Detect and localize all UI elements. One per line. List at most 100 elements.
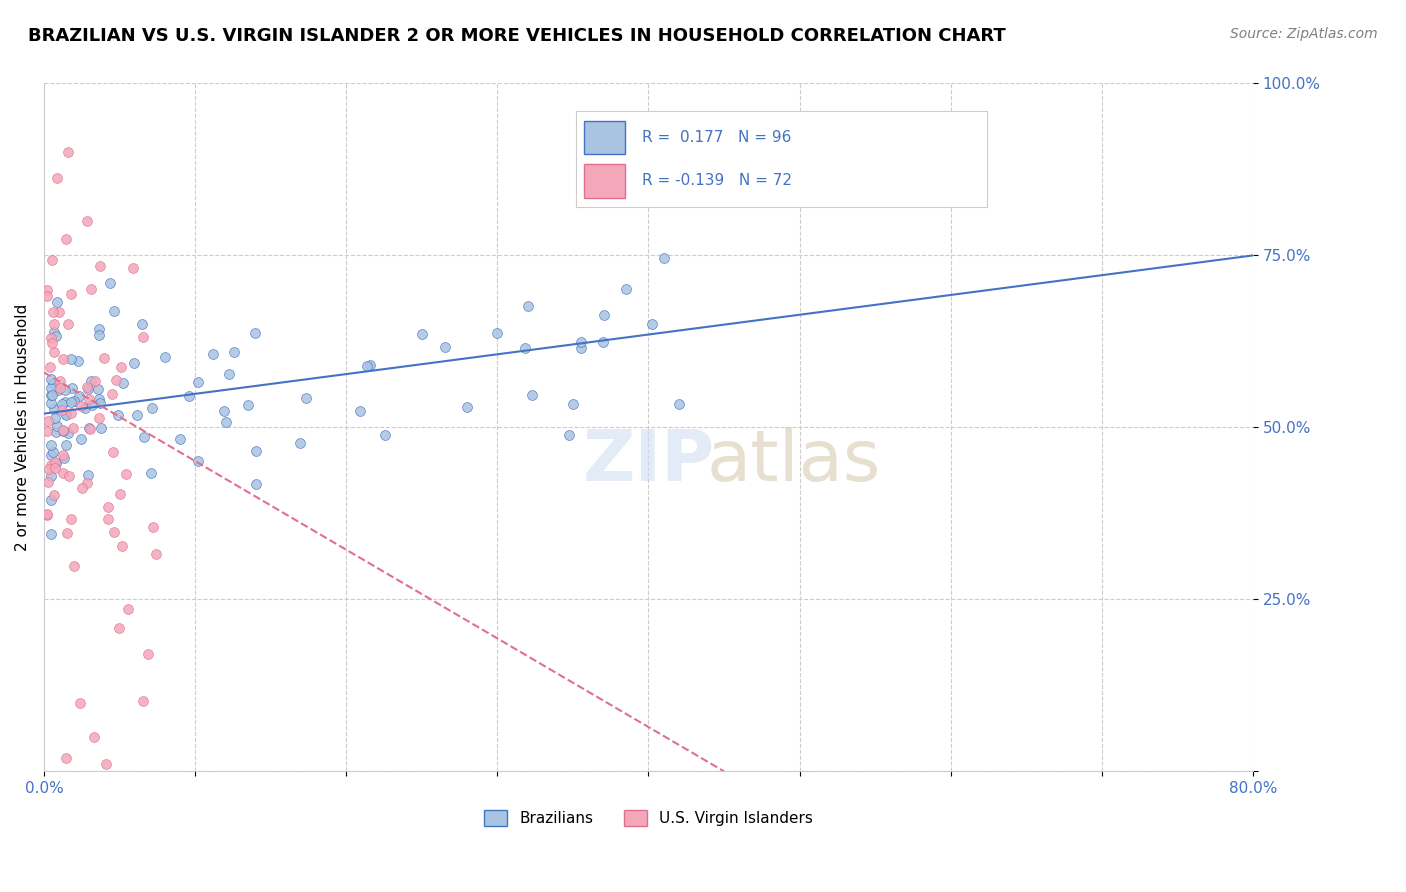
Point — [131, 317, 153, 331]
Point — [42, 488, 65, 502]
Point — [236, 398, 259, 412]
Point — [101, 445, 124, 459]
Point — [60, 406, 83, 420]
Text: ZIP: ZIP — [582, 427, 714, 496]
Point — [35, 283, 58, 297]
Point — [56, 526, 79, 541]
Point — [411, 326, 433, 341]
Point — [41, 448, 63, 462]
Point — [70, 481, 93, 495]
Point — [245, 476, 267, 491]
Point — [89, 259, 111, 273]
Point — [44, 402, 66, 417]
Point — [218, 367, 240, 381]
Point — [55, 407, 77, 421]
Point — [76, 214, 98, 228]
Point — [52, 466, 75, 480]
Point — [39, 359, 62, 374]
Point — [75, 401, 97, 415]
Point — [41, 253, 63, 268]
Point — [41, 381, 63, 395]
Point — [51, 397, 73, 411]
Point — [97, 500, 120, 514]
Point — [89, 395, 111, 409]
Point — [76, 476, 98, 491]
Point — [37, 424, 59, 438]
Point — [41, 305, 63, 319]
Point — [142, 520, 165, 534]
Point — [80, 283, 103, 297]
Point — [107, 409, 129, 423]
Point — [41, 388, 63, 402]
Point — [41, 468, 63, 483]
Point — [349, 403, 371, 417]
Text: Source: ZipAtlas.com: Source: ZipAtlas.com — [1230, 27, 1378, 41]
Point — [48, 374, 70, 388]
Point — [69, 696, 91, 710]
Point — [187, 376, 209, 390]
Point — [76, 380, 98, 394]
Point — [62, 421, 84, 435]
Point — [177, 388, 200, 402]
Point — [138, 647, 160, 661]
Point — [60, 381, 83, 395]
Point — [224, 345, 246, 359]
Text: BRAZILIAN VS U.S. VIRGIN ISLANDER 2 OR MORE VEHICLES IN HOUSEHOLD CORRELATION CH: BRAZILIAN VS U.S. VIRGIN ISLANDER 2 OR M… — [28, 27, 1005, 45]
Point — [592, 334, 614, 349]
Point — [516, 299, 538, 313]
Point — [45, 329, 67, 343]
Point — [169, 432, 191, 446]
Point — [52, 423, 75, 437]
Point — [112, 376, 135, 391]
Point — [202, 347, 225, 361]
Point — [45, 456, 67, 470]
Point — [39, 458, 62, 472]
Point — [67, 389, 90, 403]
Point — [58, 468, 80, 483]
Point — [41, 388, 63, 402]
Point — [561, 397, 583, 411]
Point — [295, 392, 318, 406]
Point — [52, 424, 75, 438]
Point — [60, 351, 83, 366]
Point — [55, 438, 77, 452]
Point — [44, 460, 66, 475]
Point — [62, 393, 84, 408]
Point — [46, 294, 69, 309]
Point — [108, 621, 131, 635]
Point — [139, 466, 162, 480]
Point — [44, 317, 66, 331]
Point — [83, 730, 105, 744]
Point — [245, 444, 267, 458]
Point — [59, 512, 82, 526]
Point — [56, 426, 79, 441]
Point — [41, 492, 63, 507]
Point — [132, 329, 155, 343]
Point — [243, 326, 266, 340]
Point — [67, 354, 90, 368]
Point — [51, 402, 73, 417]
Point — [80, 374, 103, 388]
Point — [356, 359, 378, 373]
Point — [96, 757, 118, 772]
Point — [114, 467, 136, 482]
Point — [122, 260, 145, 275]
Point — [52, 351, 75, 366]
Point — [49, 381, 72, 395]
Point — [125, 408, 148, 422]
Point — [654, 252, 676, 266]
Text: atlas: atlas — [706, 427, 880, 496]
Point — [41, 336, 63, 351]
Point — [98, 277, 121, 291]
Point — [80, 398, 103, 412]
Point — [46, 418, 69, 433]
Point — [288, 435, 311, 450]
Point — [132, 430, 155, 444]
Point — [569, 335, 592, 350]
Point — [374, 428, 396, 442]
Point — [117, 602, 139, 616]
Point — [76, 467, 98, 482]
Point — [97, 512, 120, 526]
Point — [77, 383, 100, 397]
Point — [486, 326, 509, 340]
